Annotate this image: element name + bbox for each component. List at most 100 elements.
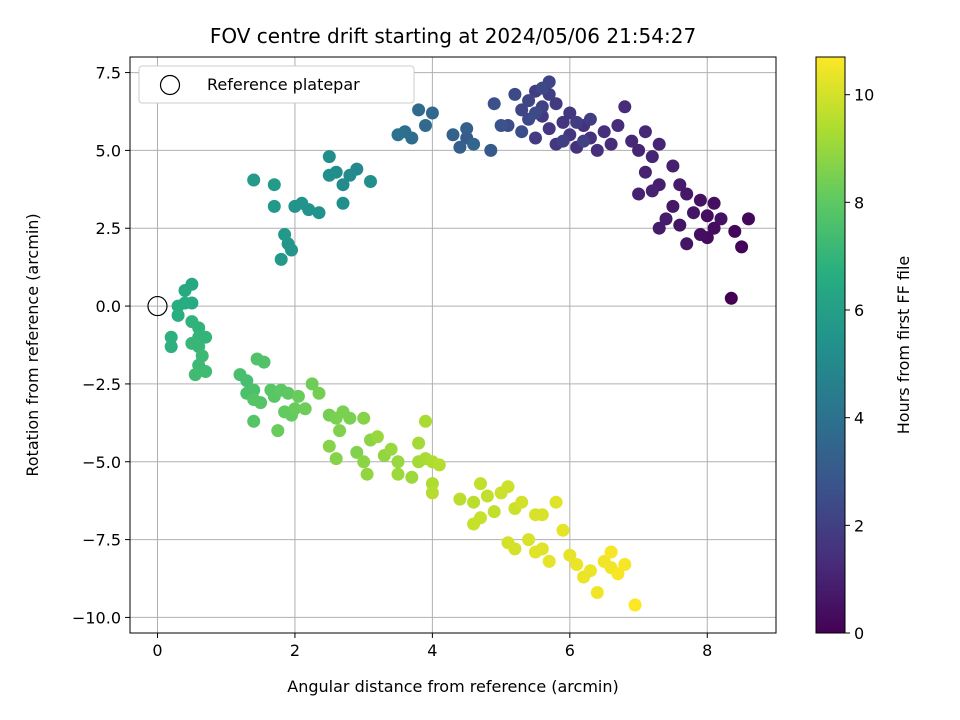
scatter-point — [632, 187, 646, 201]
scatter-point — [693, 193, 707, 207]
scatter-point — [267, 178, 281, 192]
scatter-point — [556, 115, 570, 129]
scatter-point — [240, 374, 254, 388]
y-tick-label: −10.0 — [72, 608, 121, 627]
scatter-point — [652, 221, 666, 235]
scatter-point — [652, 137, 666, 151]
scatter-point — [391, 467, 405, 481]
scatter-point — [164, 330, 178, 344]
scatter-point — [453, 492, 467, 506]
scatter-point — [360, 467, 374, 481]
scatter-point — [322, 150, 336, 164]
colorbar-ticks: 0 2 4 6 8 10 — [845, 86, 874, 643]
scatter-point — [446, 128, 460, 142]
scatter-point — [412, 436, 426, 450]
scatter-point — [535, 542, 549, 556]
scatter-point — [632, 143, 646, 157]
scatter-point — [487, 97, 501, 111]
chart-title: FOV centre drift starting at 2024/05/06 … — [210, 24, 696, 48]
scatter-point — [673, 218, 687, 232]
scatter-point — [391, 128, 405, 142]
scatter-point — [291, 389, 305, 403]
scatter-point — [288, 199, 302, 213]
legend-marker-icon — [159, 74, 181, 96]
scatter-point — [666, 199, 680, 213]
scatter-point — [570, 115, 584, 129]
scatter-point — [425, 486, 439, 500]
scatter-point — [370, 430, 384, 444]
y-axis-ticks: −10.0 −7.5 −5.0 −2.5 0.0 2.5 5.0 7.5 — [72, 64, 130, 627]
scatter-point — [199, 330, 213, 344]
scatter-point — [680, 187, 694, 201]
scatter-point — [425, 106, 439, 120]
x-tick-label: 0 — [152, 641, 162, 660]
scatter-point — [742, 212, 755, 226]
scatter-point — [618, 558, 632, 571]
scatter-point — [508, 542, 522, 556]
y-tick-label: −7.5 — [82, 531, 121, 550]
scatter-point — [535, 81, 549, 95]
scatter-point — [735, 240, 749, 254]
scatter-point — [312, 386, 326, 400]
scatter-point — [707, 196, 721, 210]
scatter-point — [590, 143, 604, 157]
grid-lines — [130, 57, 776, 633]
scatter-point — [611, 119, 625, 132]
scatter-point — [501, 480, 515, 494]
scatter-point — [583, 564, 597, 578]
y-tick-label: 2.5 — [96, 219, 121, 238]
scatter-point — [563, 106, 577, 120]
scatter-point — [185, 336, 199, 350]
x-tick-label: 2 — [290, 641, 300, 660]
scatter-point — [460, 122, 474, 136]
scatter-point — [384, 442, 398, 456]
scatter-point — [298, 402, 312, 416]
scatter-point — [343, 411, 357, 425]
scatter-point — [666, 159, 680, 173]
y-tick-label: 0.0 — [96, 297, 121, 316]
scatter-point — [563, 548, 577, 562]
colorbar-tick-label: 0 — [854, 624, 864, 643]
scatter-point — [467, 495, 481, 509]
scatter-point — [707, 221, 721, 235]
scatter-point — [583, 112, 597, 126]
plot-frame — [129, 56, 777, 634]
scatter-point — [247, 414, 261, 428]
colorbar-tick-label: 6 — [854, 301, 864, 320]
x-axis-label: Angular distance from reference (arcmin) — [287, 677, 618, 696]
scatter-points — [164, 75, 755, 612]
scatter-point — [425, 477, 439, 491]
scatter-point — [192, 321, 206, 335]
scatter-point — [529, 131, 542, 145]
scatter-point — [728, 224, 742, 238]
scatter-point — [604, 137, 618, 151]
colorbar-tick-label: 8 — [854, 193, 864, 212]
scatter-point — [322, 439, 336, 453]
scatter-point — [188, 368, 202, 382]
scatter-point — [254, 396, 268, 410]
scatter-point — [391, 455, 405, 469]
scatter-point — [535, 508, 549, 522]
scatter-point — [350, 445, 364, 459]
colorbar-tick-label: 10 — [854, 86, 874, 105]
scatter-point — [508, 87, 522, 101]
scatter-point — [522, 94, 536, 108]
scatter-point — [247, 173, 261, 187]
scatter-point — [419, 414, 432, 428]
colorbar: 0 2 4 6 8 10 Hours from first FF file — [815, 56, 913, 643]
colorbar-gradient — [815, 56, 846, 634]
scatter-point — [597, 125, 611, 139]
scatter-point — [171, 308, 185, 322]
scatter-point — [638, 165, 652, 179]
scatter-point — [570, 558, 584, 571]
scatter-point — [432, 458, 446, 472]
scatter-point — [693, 228, 707, 241]
scatter-point — [199, 365, 213, 378]
scatter-point — [281, 386, 295, 400]
scatter-point — [333, 424, 347, 438]
scatter-point — [549, 495, 563, 509]
x-tick-label: 8 — [702, 641, 712, 660]
scatter-point — [515, 495, 529, 509]
scatter-point — [453, 140, 467, 154]
y-axis-label: Rotation from reference (arcmin) — [23, 213, 42, 476]
